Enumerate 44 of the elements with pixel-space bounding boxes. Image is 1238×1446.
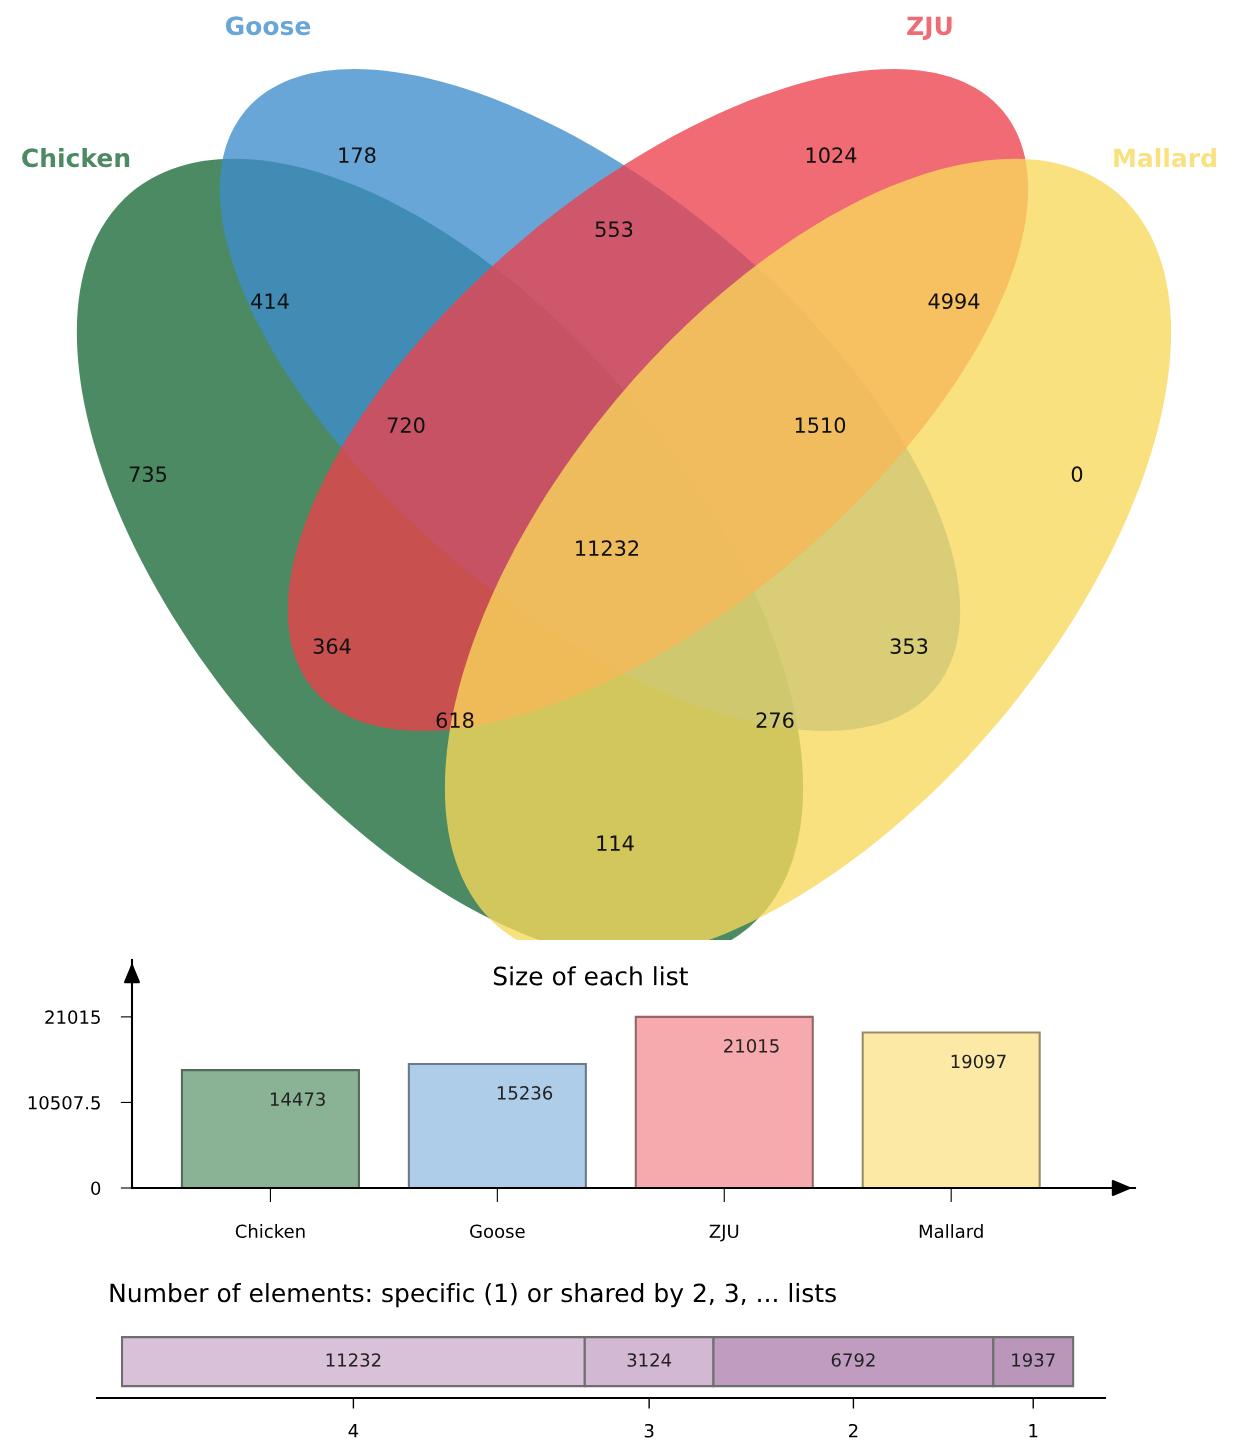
data-label: 1510 — [795, 417, 846, 434]
data-label: 3124 — [627, 1353, 672, 1367]
data-label: 364 — [313, 638, 351, 655]
data-label: 19097 — [951, 1054, 1006, 1069]
chart-title: Size of each list — [493, 966, 688, 986]
y-tick-label: 21015 — [45, 1010, 100, 1024]
bar — [407, 1062, 587, 1188]
data-label: 11232 — [576, 540, 639, 557]
x-tick-label: Goose — [470, 1224, 525, 1239]
bar — [861, 1031, 1041, 1188]
x-tick-label: ZJU — [709, 1224, 739, 1242]
text: 4 — [348, 1424, 359, 1438]
data-label: 735 — [129, 466, 167, 483]
text: Goose — [225, 16, 311, 36]
data-label: 553 — [595, 221, 633, 238]
chart-title: Number of elements: specific (1) or shared by 2, 3, ... lists — [110, 1283, 836, 1308]
text: 3 — [644, 1423, 654, 1438]
data-label: 11232 — [326, 1353, 381, 1367]
data-label: 114 — [597, 835, 634, 851]
text: ZJU — [907, 16, 952, 40]
y-tick-label: 10507.5 — [28, 1095, 100, 1110]
data-label: 0 — [1071, 466, 1083, 483]
data-label: 1024 — [806, 147, 857, 164]
data-label: 14473 — [270, 1092, 325, 1106]
data-label: 178 — [339, 147, 376, 164]
text: Chicken — [22, 147, 130, 168]
bar — [634, 1015, 814, 1188]
text: 2 — [848, 1423, 858, 1438]
text: 1 — [1029, 1424, 1038, 1438]
data-label: 4994 — [928, 293, 980, 310]
bar — [180, 1069, 360, 1188]
text: Mallard — [1114, 147, 1216, 168]
data-label: 6792 — [831, 1353, 875, 1367]
data-label: 21015 — [724, 1039, 779, 1053]
data-label: 1937 — [1012, 1353, 1055, 1367]
data-label: 15236 — [497, 1086, 553, 1100]
data-label: 414 — [251, 293, 289, 309]
data-label: 618 — [436, 712, 474, 729]
data-label: 353 — [890, 638, 928, 655]
data-label: 276 — [756, 712, 794, 729]
x-tick-label: Chicken — [235, 1224, 305, 1239]
data-label: 720 — [387, 417, 425, 434]
x-tick-label: Mallard — [919, 1224, 983, 1239]
y-tick-label: 0 — [91, 1181, 101, 1196]
